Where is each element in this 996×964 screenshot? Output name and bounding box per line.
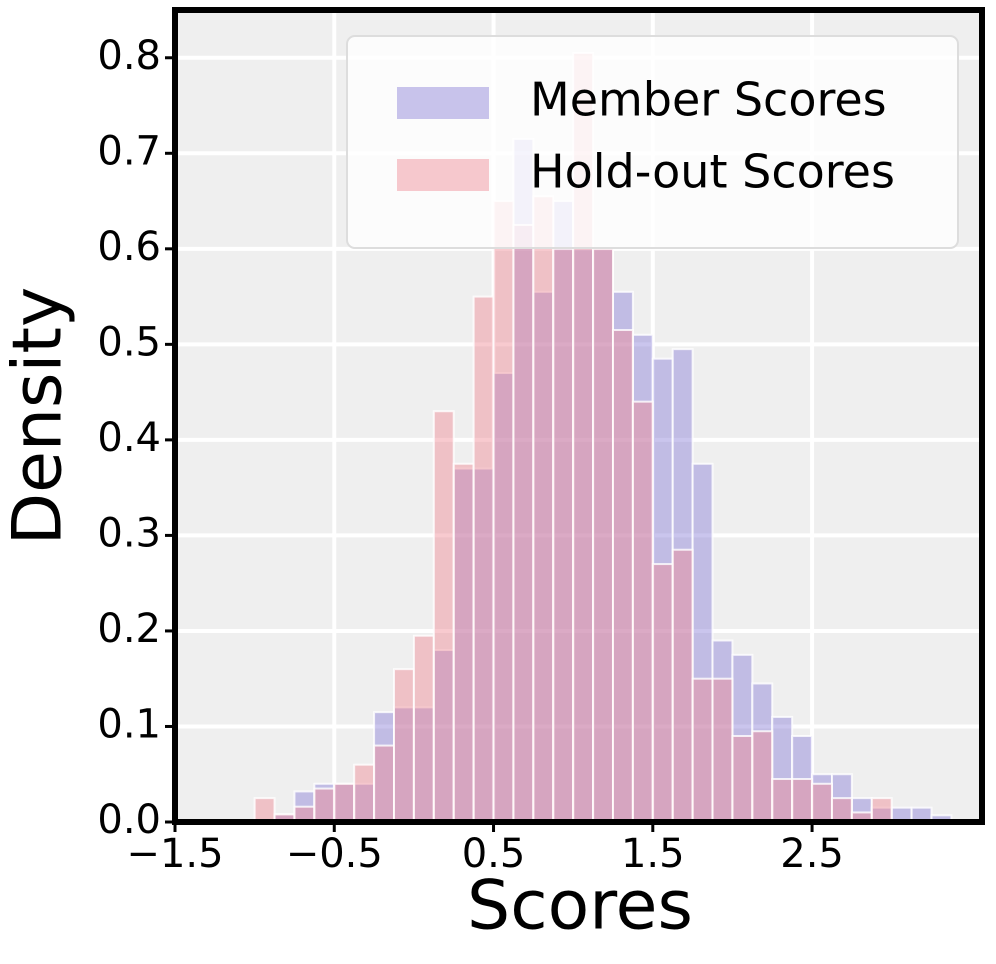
y-tick-label: 0.3 <box>97 510 161 556</box>
y-tick-label: 0.5 <box>97 319 161 365</box>
y-tick-label: 0.4 <box>97 415 161 461</box>
bar <box>791 778 814 824</box>
bar <box>830 797 853 824</box>
x-tick-label: 0.5 <box>462 831 526 877</box>
bar <box>731 735 754 824</box>
y-tick-label: 0.8 <box>97 33 161 79</box>
plot-frame <box>172 7 985 825</box>
bar <box>711 677 734 823</box>
bar <box>651 563 674 824</box>
legend-swatch <box>397 87 489 119</box>
bar <box>631 400 654 823</box>
y-axis-label: Density <box>0 287 78 546</box>
y-tick-label: 0.6 <box>97 224 161 270</box>
x-tick-label: 1.5 <box>621 831 685 877</box>
bar <box>472 295 495 823</box>
bar <box>691 677 714 823</box>
y-tick-label: 0.0 <box>97 797 161 843</box>
bar <box>771 778 794 824</box>
bar <box>432 410 455 823</box>
legend-label: Hold-out Scores <box>530 145 895 199</box>
legend-swatch <box>397 159 489 191</box>
y-tick-label: 0.1 <box>97 701 161 747</box>
bar <box>492 200 515 823</box>
x-tick-label: −0.5 <box>286 831 383 877</box>
bar <box>392 668 415 824</box>
y-tick-label: 0.2 <box>97 606 161 652</box>
bar <box>611 329 634 823</box>
bar <box>412 634 435 823</box>
bar <box>353 763 376 824</box>
bar <box>870 797 893 824</box>
bar <box>512 223 535 824</box>
ticks: 0.0 0.1 0.2 0.3 0.4 0.5 0.6 0.7 0.8 −1.5 −0.5 0.5 1.… <box>97 33 844 877</box>
legend-box <box>346 35 959 249</box>
legend-label: Member Scores <box>530 73 887 127</box>
y-tick-label: 0.7 <box>97 128 161 174</box>
legend: Member Scores Hold-out Scores <box>346 35 959 249</box>
x-axis-label: Scores <box>467 867 693 946</box>
bar <box>811 782 833 823</box>
bar <box>552 247 575 823</box>
bar <box>532 195 555 823</box>
bar <box>333 782 356 823</box>
bar <box>452 462 475 823</box>
bar <box>751 730 774 824</box>
bar <box>592 247 614 823</box>
bar <box>253 797 276 824</box>
bar <box>313 787 336 823</box>
bar <box>671 548 694 823</box>
bar <box>373 744 395 824</box>
x-tick-label: 2.5 <box>780 831 844 877</box>
x-tick-label: −1.5 <box>126 831 223 877</box>
